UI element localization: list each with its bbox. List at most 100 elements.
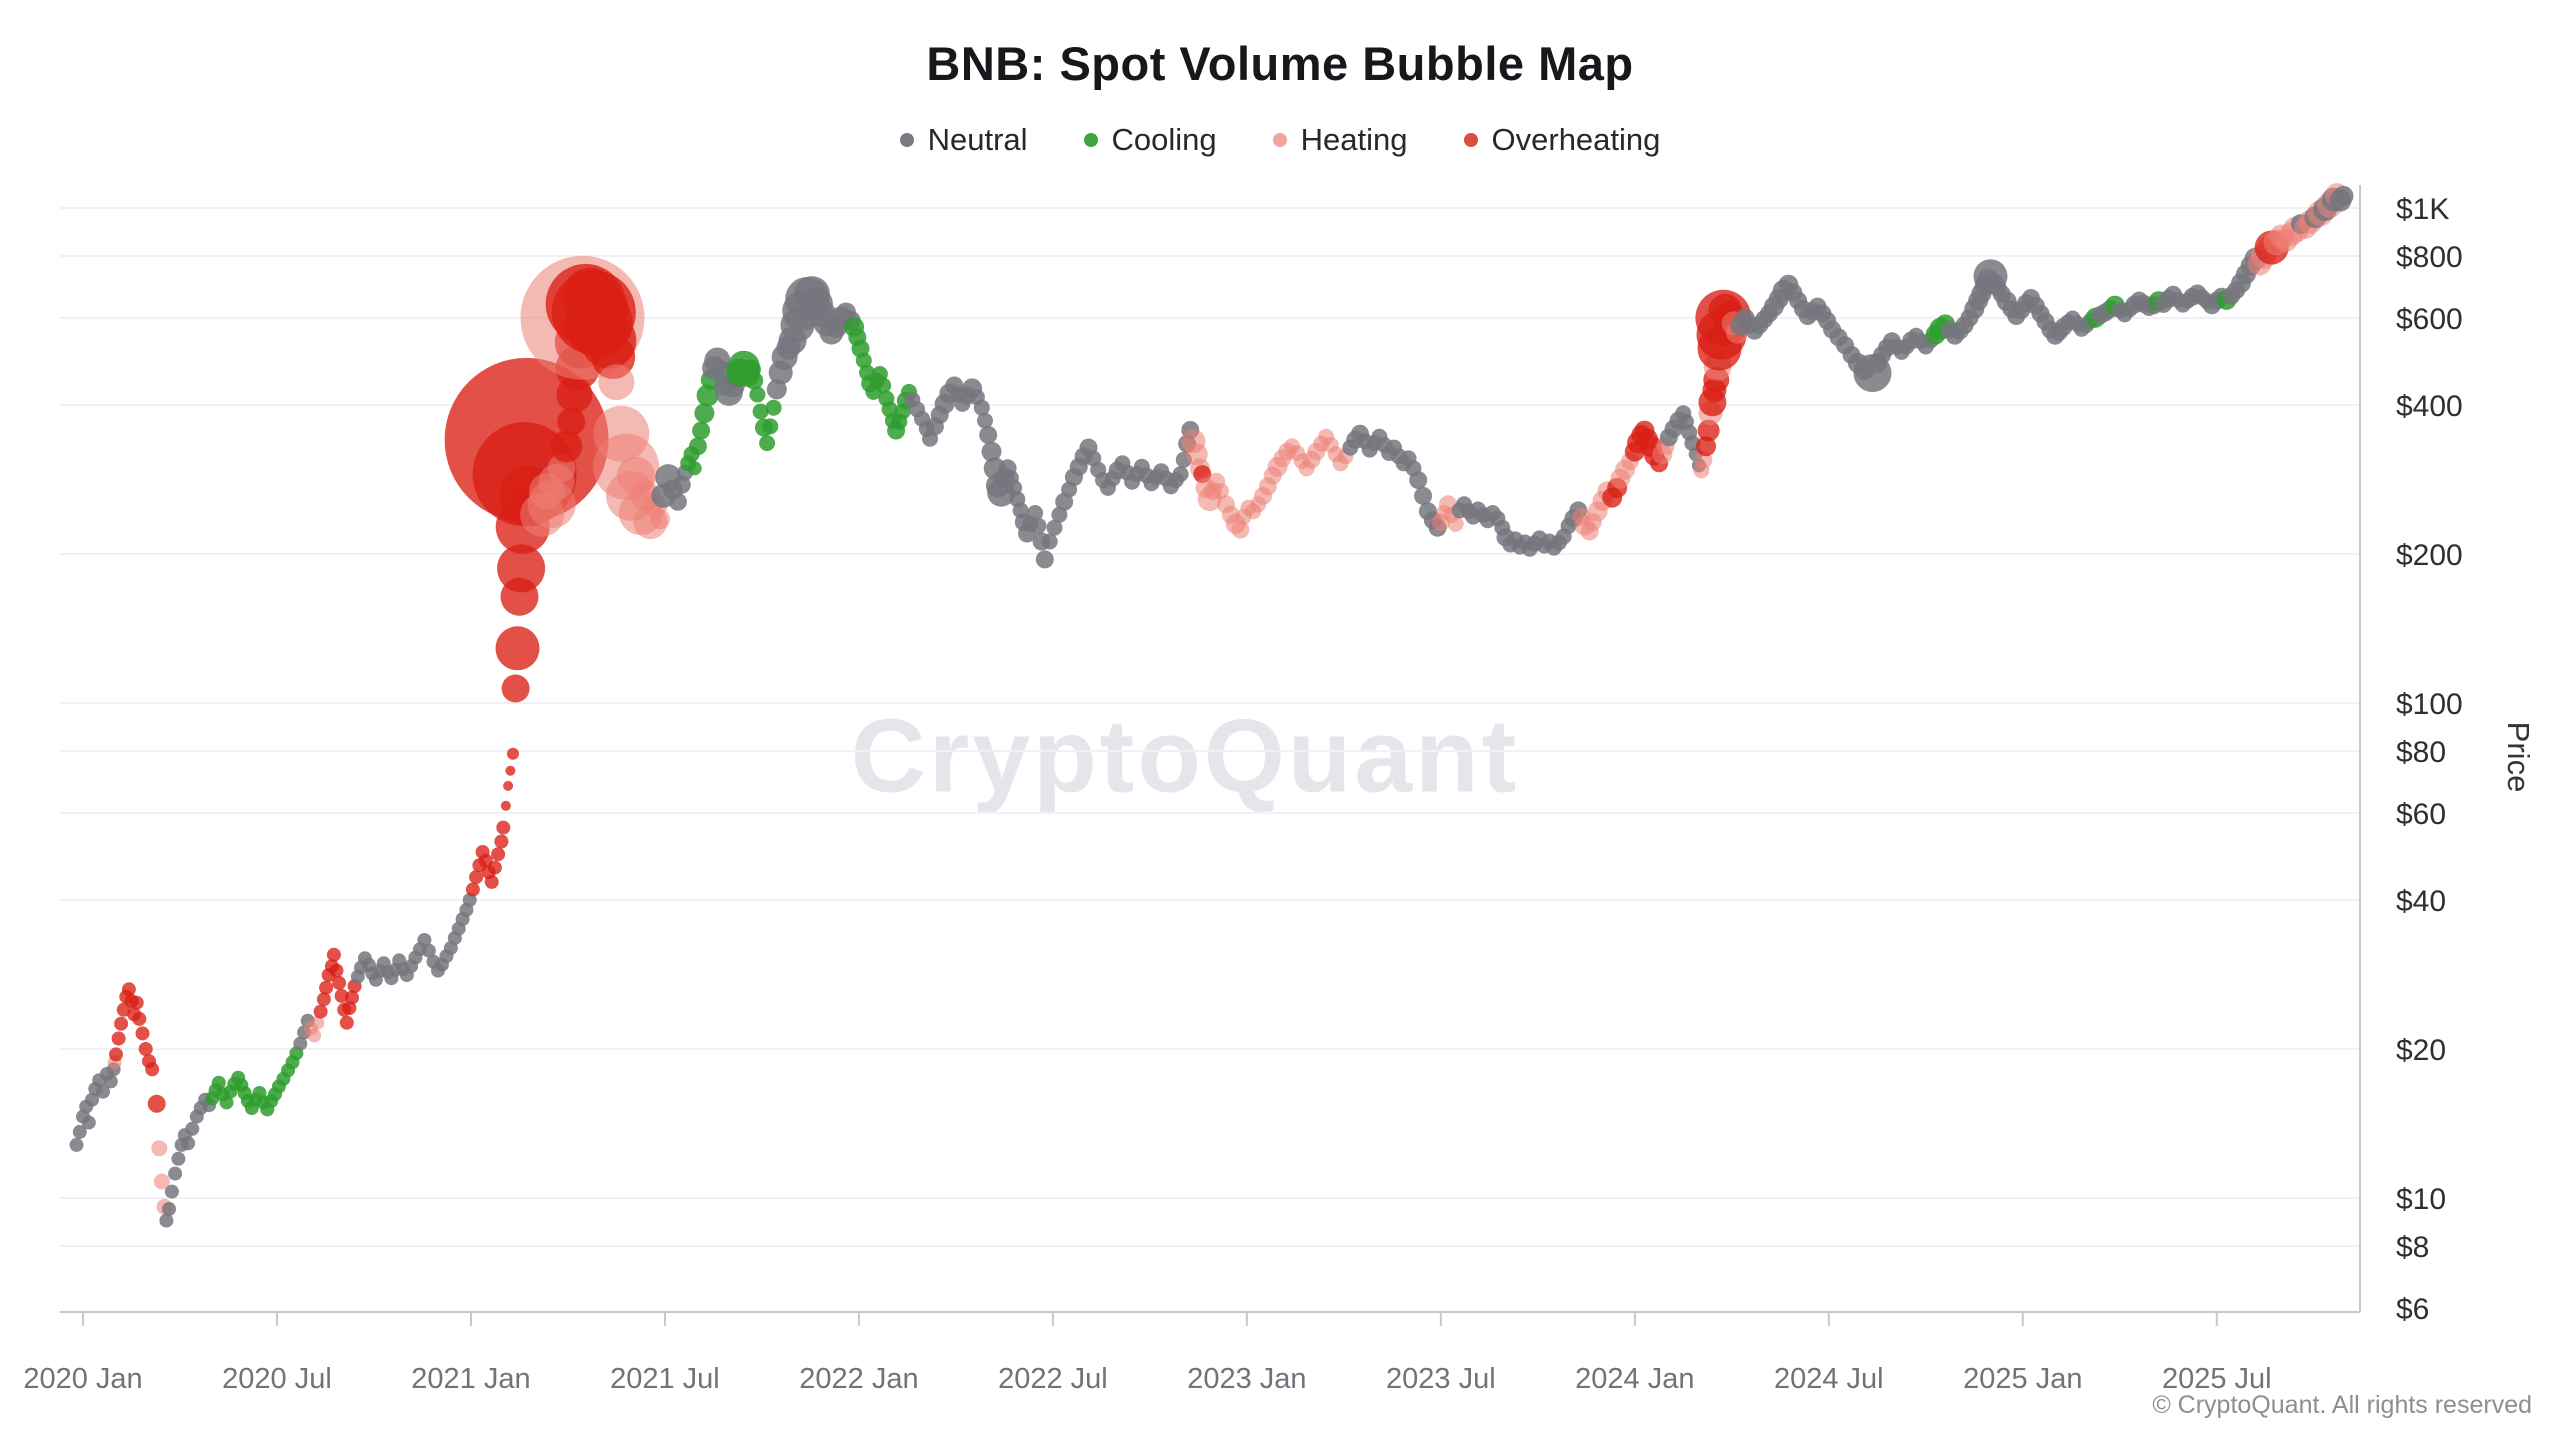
watermark: CryptoQuant (850, 698, 1520, 815)
svg-text:$10: $10 (2396, 1183, 2446, 1216)
bubble-overheating (484, 874, 499, 889)
bubble-neutral (81, 1115, 96, 1130)
bubble-overheating (495, 626, 540, 671)
bubble-neutral (981, 441, 1002, 462)
bubble-overheating (147, 1094, 166, 1113)
bubble-overheating (345, 990, 359, 1005)
bubble-overheating (329, 963, 344, 978)
bubble-overheating (494, 834, 509, 849)
y-axis-title: Price (2501, 721, 2536, 793)
bubble-overheating (138, 1042, 153, 1056)
svg-text:2020 Jan: 2020 Jan (23, 1363, 142, 1395)
svg-text:$200: $200 (2396, 539, 2463, 572)
overheating-dot-icon (1463, 133, 1478, 147)
bubble-neutral (979, 425, 998, 444)
svg-text:2022 Jan: 2022 Jan (799, 1363, 918, 1395)
svg-text:2025 Jul: 2025 Jul (2162, 1363, 2272, 1395)
neutral-dot-icon (899, 133, 914, 147)
cooling-dot-icon (1083, 133, 1098, 147)
bubble-overheating (497, 544, 546, 593)
chart-title: BNB: Spot Volume Bubble Map (926, 37, 1634, 90)
bubble-overheating (496, 820, 511, 835)
heating-dot-icon (1272, 133, 1287, 147)
bubble-neutral (171, 1151, 186, 1166)
svg-text:2023 Jan: 2023 Jan (1187, 1363, 1306, 1395)
legend-item-cooling[interactable]: Cooling (1083, 122, 1217, 158)
bubble-overheating (313, 1004, 328, 1019)
bubble-neutral (1046, 519, 1063, 536)
svg-text:$1K: $1K (2396, 193, 2449, 226)
bubble-cooling (696, 384, 719, 407)
bubble-overheating (501, 674, 530, 703)
svg-text:2023 Jul: 2023 Jul (1386, 1363, 1496, 1395)
bubble-neutral (159, 1213, 174, 1228)
bubble-overheating (319, 980, 334, 995)
svg-text:2022 Jul: 2022 Jul (998, 1363, 1108, 1395)
svg-text:2024 Jul: 2024 Jul (1774, 1363, 1884, 1395)
bubble-heating (153, 1173, 170, 1190)
bubble-heating (598, 364, 635, 401)
bubble-neutral (168, 1166, 183, 1181)
legend-item-neutral[interactable]: Neutral (899, 122, 1028, 158)
bubble-overheating (550, 430, 583, 463)
bubble-heating (307, 1028, 322, 1043)
bubble-neutral (103, 1074, 118, 1089)
svg-text:$60: $60 (2396, 798, 2446, 831)
bubble-overheating (132, 1011, 147, 1026)
bubble-neutral (85, 1092, 100, 1107)
svg-text:2021 Jan: 2021 Jan (411, 1363, 530, 1395)
bubble-neutral (977, 412, 993, 429)
bubble-neutral (462, 893, 477, 907)
bubble-cooling (855, 352, 872, 369)
bubble-cooling (752, 403, 769, 420)
legend-label: Overheating (1491, 122, 1661, 157)
svg-text:$6: $6 (2396, 1293, 2429, 1326)
legend-item-overheating[interactable]: Overheating (1463, 122, 1661, 158)
bubble-overheating (109, 1047, 123, 1062)
svg-text:2025 Jan: 2025 Jan (1963, 1363, 2082, 1395)
bubble-neutral (1030, 517, 1047, 534)
bubble-cooling (749, 386, 766, 403)
bubble-heating (151, 1140, 168, 1157)
svg-text:$20: $20 (2396, 1034, 2446, 1067)
bubble-neutral (181, 1136, 196, 1151)
bubble-overheating (505, 765, 516, 776)
svg-text:2020 Jul: 2020 Jul (222, 1363, 332, 1395)
bubble-neutral (293, 1036, 308, 1051)
bubble-heating (650, 509, 671, 530)
svg-text:2024 Jan: 2024 Jan (1575, 1363, 1694, 1395)
bubble-heating (1213, 483, 1229, 500)
legend-label: Cooling (1111, 122, 1217, 157)
bubble-cooling (875, 377, 892, 394)
bubble-overheating (114, 1016, 129, 1031)
bubble-overheating (334, 988, 349, 1003)
bubble-heating (1231, 520, 1250, 539)
bubble-cooling (219, 1095, 234, 1110)
bubble-neutral (1172, 466, 1189, 483)
bubble-neutral (1027, 505, 1044, 521)
bubble-neutral (417, 933, 432, 947)
legend-label: Neutral (927, 122, 1028, 157)
chart-legend: Neutral Cooling Heating Overheating (0, 122, 2560, 158)
bubble-neutral (164, 1184, 179, 1199)
bubble-neutral (96, 1084, 110, 1099)
bubble-overheating (135, 1026, 150, 1041)
bubble-overheating (487, 860, 502, 875)
bubble-neutral (2333, 185, 2354, 206)
legend-item-heating[interactable]: Heating (1272, 122, 1408, 158)
copyright-footer: © CryptoQuant. All rights reserved (2152, 1391, 2532, 1419)
bubble-overheating (491, 847, 506, 862)
legend-label: Heating (1300, 122, 1408, 157)
bubble-overheating (145, 1062, 160, 1077)
bubble-cooling (745, 371, 764, 390)
svg-text:$40: $40 (2396, 885, 2446, 918)
bubble-cooling (692, 421, 711, 440)
bubble-neutral (1041, 533, 1058, 550)
bubble-overheating (111, 1031, 126, 1046)
bubble-neutral (421, 943, 436, 958)
bubble-overheating (339, 1015, 354, 1030)
bubble-overheating (326, 947, 341, 962)
bubble-cooling (688, 437, 707, 456)
